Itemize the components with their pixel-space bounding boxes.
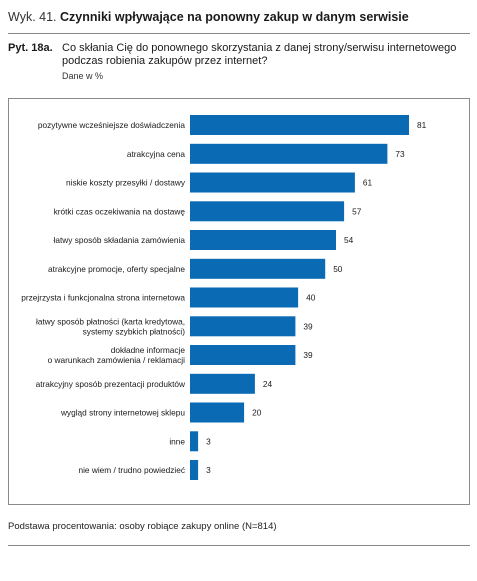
bar — [190, 115, 409, 135]
bar — [190, 373, 255, 394]
category-label: atrakcyjne promocje, oferty specjalne — [48, 264, 185, 274]
category-label: wygląd strony internetowej sklepu — [60, 408, 185, 418]
category-label: niskie koszty przesyłki / dostawy — [66, 178, 186, 188]
bar — [190, 402, 245, 423]
bar — [190, 431, 199, 452]
category-label: dokładne informacje o warunkach zamówieni… — [48, 345, 186, 365]
value-label: 3 — [206, 465, 211, 475]
bar — [190, 460, 199, 480]
category-label: atrakcyjny sposób prezentacji produktów — [36, 379, 186, 389]
bar — [190, 172, 355, 193]
category-label: przejrzysta i funkcjonalna strona intern… — [21, 293, 185, 303]
category-label: atrakcyjna cena — [127, 149, 185, 159]
value-label: 24 — [263, 379, 273, 389]
question-id: Pyt. 18a. — [8, 42, 53, 54]
bar — [190, 143, 388, 164]
figure-title: Czynniki wpływające na ponowny zakup w d… — [60, 10, 409, 24]
category-label: inne — [169, 436, 185, 446]
value-label: 40 — [306, 293, 316, 303]
bar — [190, 316, 296, 337]
bar — [190, 258, 326, 279]
figure-header: Wyk. 41. Czynniki wpływające na ponowny … — [8, 10, 470, 24]
bottom-divider — [8, 545, 470, 546]
bar-chart: pozytywne wcześniejsze doświadczenia 81 at… — [21, 115, 427, 480]
bar — [190, 345, 296, 365]
question-text: Co skłania Cię do ponownego skorzystania… — [62, 42, 457, 67]
figure-number: Wyk. 41. — [8, 10, 57, 24]
category-label: łatwy sposób składania zamówienia — [54, 235, 186, 245]
base-note: Podstawa procentowania: osoby robiące za… — [8, 521, 277, 532]
value-label: 20 — [252, 408, 262, 418]
chart-frame: pozytywne wcześniejsze doświadczenia 81 at… — [8, 98, 470, 505]
value-label: 39 — [303, 350, 313, 360]
top-divider — [8, 33, 470, 34]
bar — [190, 201, 345, 222]
value-label: 54 — [344, 235, 354, 245]
value-label: 39 — [303, 321, 313, 331]
value-label: 73 — [395, 149, 405, 159]
value-label: 57 — [352, 206, 362, 216]
category-label: pozytywne wcześniejsze doświadczenia — [38, 120, 185, 130]
bar — [190, 287, 299, 308]
category-label: nie wiem / trudno powiedzieć — [78, 465, 185, 475]
value-label: 3 — [206, 436, 211, 446]
category-label: łatwy sposób płatności (karta kredytowa,… — [36, 316, 185, 336]
bar — [190, 230, 336, 250]
chart-subtitle: Dane w % — [62, 71, 104, 81]
value-label: 61 — [363, 178, 373, 188]
value-label: 50 — [333, 264, 343, 274]
category-label: krótki czas oczekiwania na dostawę — [54, 206, 186, 216]
value-label: 81 — [417, 120, 427, 130]
